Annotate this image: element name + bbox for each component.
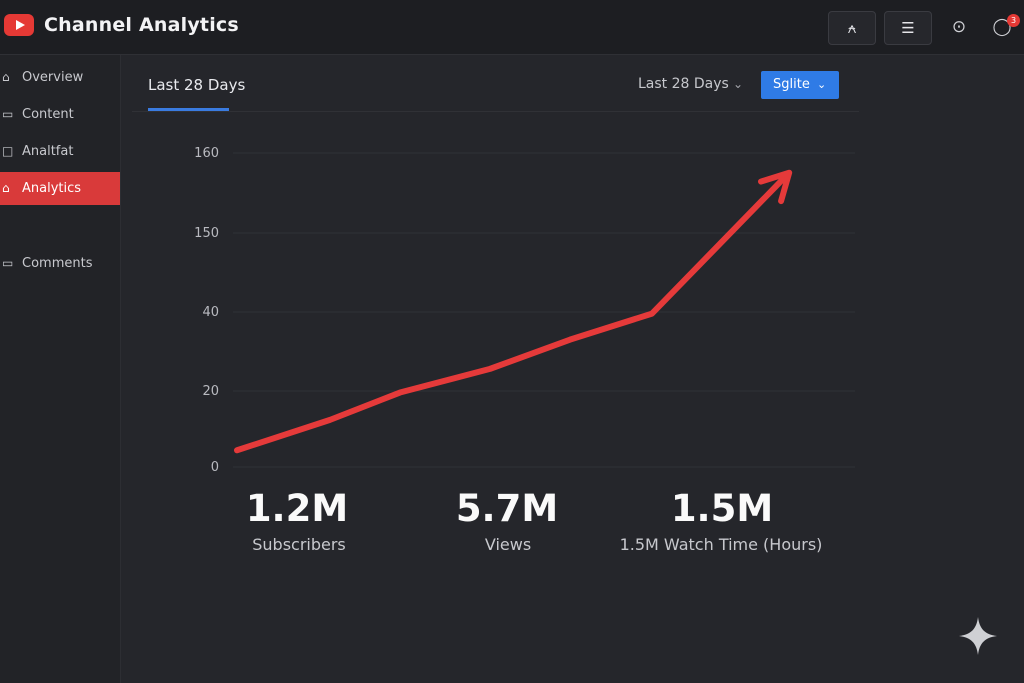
sidebar-item-analytics[interactable]: ⌂ Analytics bbox=[0, 172, 120, 205]
y-tick-label: 160 bbox=[194, 146, 219, 161]
sidebar-item-label: Comments bbox=[22, 256, 93, 271]
sidebar-item-content[interactable]: ▭ Content bbox=[0, 98, 120, 131]
sidebar-item-label: Analtfat bbox=[22, 144, 74, 159]
active-tab-indicator bbox=[148, 108, 229, 111]
series-line bbox=[234, 174, 788, 454]
watch-time-label: 1.5M Watch Time (Hours) bbox=[619, 535, 823, 554]
youtube-logo-icon[interactable] bbox=[4, 14, 34, 36]
y-tick-label: 40 bbox=[202, 305, 219, 320]
filter-button[interactable]: ⍲ bbox=[828, 11, 876, 45]
sidebar-item-label: Analytics bbox=[22, 181, 82, 196]
watch-time-value: 1.5M bbox=[670, 487, 774, 530]
data-point bbox=[327, 417, 333, 423]
sidebar: ⌂ Overview ▭ Content □ Analtfat ⌂ Analyt… bbox=[0, 55, 121, 683]
views-label: Views bbox=[484, 535, 532, 554]
data-point bbox=[649, 311, 655, 317]
top-bar: Channel Analytics ⍲ ☰ ⊙ ◯ 3 bbox=[0, 0, 1024, 55]
notification-badge: 3 bbox=[1007, 14, 1020, 27]
sidebar-item-overview[interactable]: ⌂ Overview bbox=[0, 61, 120, 94]
chevron-down-icon: ⌄ bbox=[817, 78, 827, 91]
settings-icon[interactable]: ⊙ bbox=[951, 17, 967, 37]
sparkle-icon bbox=[959, 617, 997, 655]
sidebar-item-label: Overview bbox=[22, 70, 84, 85]
views-value: 5.7M bbox=[455, 487, 559, 530]
menu-list-button[interactable]: ☰ bbox=[884, 11, 932, 45]
data-point bbox=[397, 390, 403, 396]
home-icon: ⌂ bbox=[2, 70, 10, 84]
tab-divider bbox=[132, 111, 859, 112]
chat-notification-icon[interactable]: ◯ bbox=[992, 17, 1012, 37]
y-tick-label: 20 bbox=[202, 384, 219, 399]
sidebar-item-analtfat[interactable]: □ Analtfat bbox=[0, 135, 120, 168]
y-tick-label: 150 bbox=[194, 226, 219, 241]
data-point bbox=[567, 337, 573, 343]
y-tick-label: 0 bbox=[211, 460, 219, 475]
subscribers-value: 1.2M bbox=[245, 487, 349, 530]
chevron-down-icon[interactable]: ⌄ bbox=[733, 77, 744, 91]
action-dropdown-button[interactable]: Sglite ⌄ bbox=[761, 71, 839, 99]
tab-last-28-days[interactable]: Last 28 Days bbox=[148, 76, 246, 94]
sidebar-item-label: Content bbox=[22, 107, 74, 122]
home-icon: ⌂ bbox=[2, 181, 10, 195]
trend-arrowhead bbox=[758, 169, 793, 205]
subscribers-label: Subscribers bbox=[252, 535, 346, 554]
date-range-select[interactable]: Last 28 Days bbox=[638, 76, 729, 92]
growth-line-chart: 0 20 40 150 160 bbox=[194, 146, 855, 475]
data-point bbox=[487, 366, 493, 372]
app-title: Channel Analytics bbox=[44, 14, 239, 36]
action-button-label: Sglite bbox=[773, 77, 810, 92]
monitor-icon: ▭ bbox=[2, 107, 14, 121]
data-point bbox=[234, 447, 240, 453]
square-icon: □ bbox=[2, 144, 14, 158]
comment-icon: ▭ bbox=[2, 256, 14, 270]
sidebar-item-comments[interactable]: ▭ Comments bbox=[0, 247, 120, 280]
